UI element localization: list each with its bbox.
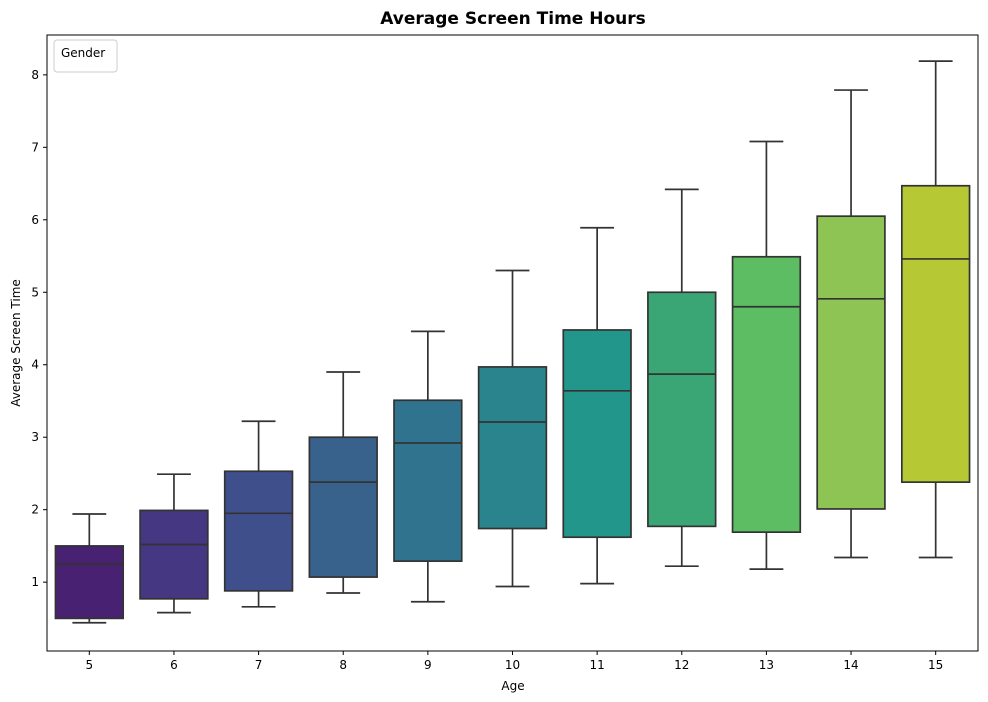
iqr-box xyxy=(477,366,548,530)
y-tick-label: 5 xyxy=(31,285,39,299)
x-tick-label: 8 xyxy=(339,658,347,672)
box-age-14 xyxy=(816,89,886,559)
iqr-box xyxy=(562,329,632,539)
x-tick-label: 9 xyxy=(424,658,432,672)
x-tick-label: 6 xyxy=(170,658,178,672)
iqr-box xyxy=(308,436,378,578)
x-tick-label: 7 xyxy=(255,658,263,672)
box-age-9 xyxy=(393,330,463,603)
box-age-15 xyxy=(900,60,971,559)
x-tick-label: 11 xyxy=(589,658,604,672)
box-age-13 xyxy=(731,140,802,570)
box-age-7 xyxy=(223,420,294,608)
y-tick-label: 2 xyxy=(31,503,39,517)
iqr-box xyxy=(647,291,717,528)
y-tick-label: 3 xyxy=(31,430,39,444)
iqr-box xyxy=(139,509,209,600)
x-tick-label: 5 xyxy=(85,658,93,672)
x-tick-label: 15 xyxy=(928,658,943,672)
iqr-box xyxy=(223,470,294,592)
y-axis: 1 2 3 4 5 6 7 8 xyxy=(31,68,47,589)
box-age-12 xyxy=(647,188,717,568)
x-axis: 5 6 7 8 9 10 11 12 13 14 15 xyxy=(85,651,943,672)
legend: Gender xyxy=(53,39,118,73)
box-age-8 xyxy=(308,371,378,594)
x-axis-label: Age xyxy=(501,679,524,693)
y-tick-label: 4 xyxy=(31,358,39,372)
box-age-5 xyxy=(54,513,125,624)
iqr-box xyxy=(393,399,463,562)
box-age-6 xyxy=(139,473,209,614)
x-tick-label: 10 xyxy=(505,658,520,672)
iqr-box xyxy=(731,255,802,533)
iqr-box xyxy=(54,545,125,620)
x-tick-label: 12 xyxy=(674,658,689,672)
iqr-box xyxy=(816,215,886,510)
x-tick-label: 14 xyxy=(843,658,858,672)
legend-title: Gender xyxy=(61,46,105,60)
box-age-11 xyxy=(562,226,632,585)
y-tick-label: 6 xyxy=(31,213,39,227)
legend-box xyxy=(53,39,118,73)
x-tick-label: 13 xyxy=(759,658,774,672)
box-age-10 xyxy=(477,269,548,588)
y-axis-label: Average Screen Time xyxy=(9,279,23,407)
iqr-box xyxy=(900,184,971,483)
y-tick-label: 8 xyxy=(31,68,39,82)
chart-title: Average Screen Time Hours xyxy=(380,9,646,29)
y-tick-label: 7 xyxy=(31,140,39,154)
boxes-layer xyxy=(54,60,971,624)
y-tick-label: 1 xyxy=(31,575,39,589)
